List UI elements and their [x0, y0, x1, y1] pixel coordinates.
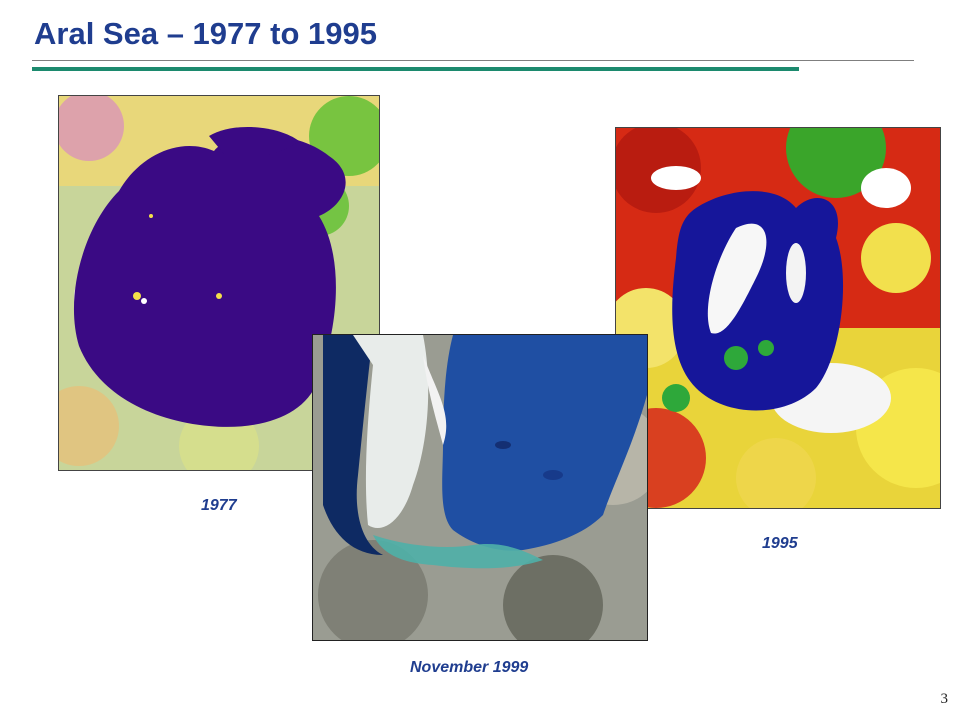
aral-sea-1999-satellite-image: [312, 334, 648, 641]
title-divider-accent: [32, 67, 799, 71]
caption-november-1999: November 1999: [410, 659, 529, 676]
caption-1977: 1977: [201, 497, 237, 514]
page-number: 3: [940, 691, 949, 707]
aral-sea-1995-image: [615, 127, 941, 509]
slide-title: Aral Sea – 1977 to 1995: [34, 16, 377, 51]
caption-1995: 1995: [762, 535, 798, 552]
title-divider-thin: [32, 60, 914, 61]
